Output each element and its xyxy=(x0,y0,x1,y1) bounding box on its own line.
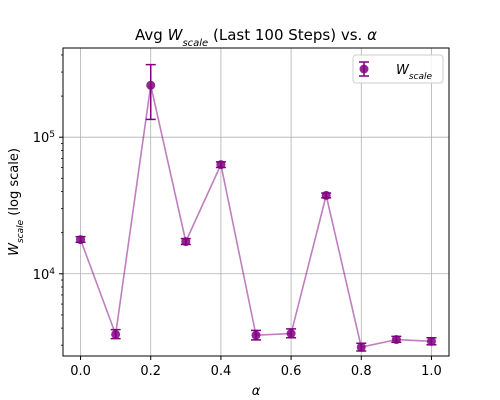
series-line xyxy=(79,85,432,349)
x-tick-label: 0.8 xyxy=(351,364,372,379)
plot-area xyxy=(75,63,437,352)
data-point xyxy=(286,329,296,339)
legend-marker xyxy=(359,64,369,74)
y-tick-label: 105 xyxy=(33,130,55,146)
x-tick-label: 0.2 xyxy=(140,364,161,379)
data-point xyxy=(76,235,86,245)
x-axis-label: α xyxy=(252,384,261,399)
x-tick-label: 0.6 xyxy=(281,364,302,379)
legend-box xyxy=(352,54,444,84)
x-tick-label: 0.4 xyxy=(211,364,232,379)
data-point xyxy=(356,342,366,352)
legend-label: Wscale xyxy=(396,63,433,82)
data-point xyxy=(321,190,331,200)
grid xyxy=(63,48,449,356)
y-axis: 104 105 xyxy=(33,54,63,346)
data-point xyxy=(111,329,121,339)
data-point xyxy=(391,335,401,345)
chart-title: Avg Wscale (Last 100 Steps) vs. α xyxy=(135,26,377,49)
y-axis-label: Wscale (log scale) xyxy=(7,148,26,256)
x-tick-label: 1.0 xyxy=(421,364,442,379)
data-point xyxy=(251,330,261,340)
legend: Wscale xyxy=(352,54,444,84)
data-point xyxy=(216,160,226,170)
y-tick-label: 104 xyxy=(33,267,56,283)
x-tick-label: 0.0 xyxy=(70,364,91,379)
x-axis: 0.0 0.2 0.4 0.6 0.8 1.0 xyxy=(70,356,442,379)
data-point xyxy=(146,80,156,90)
data-point xyxy=(426,336,436,346)
axes-frame xyxy=(62,47,450,357)
data-point xyxy=(181,237,191,247)
